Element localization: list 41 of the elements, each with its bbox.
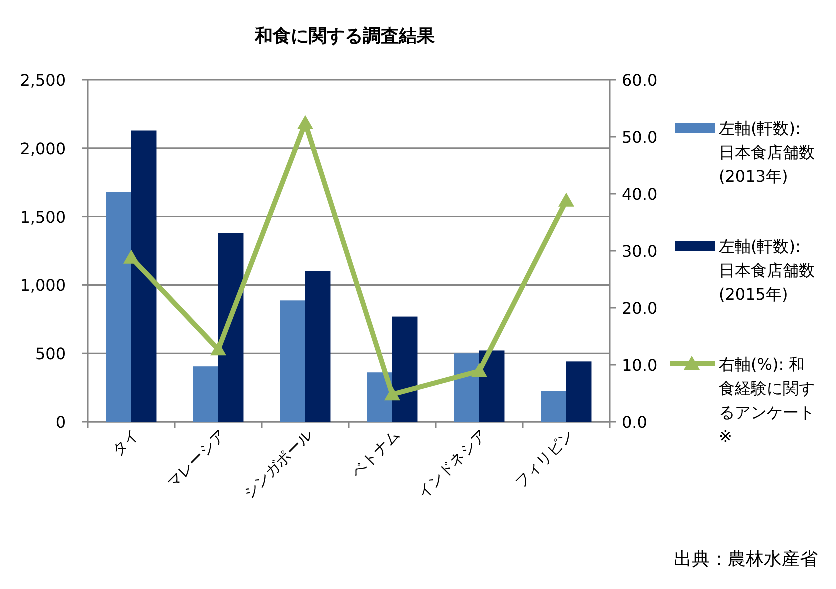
y2-tick-label: 0.0 — [622, 413, 648, 432]
bar — [132, 130, 157, 422]
x-tick-label: タイ — [108, 426, 142, 460]
point — [384, 386, 400, 401]
bar — [566, 362, 592, 422]
y2-tick-label: 60.0 — [622, 71, 658, 90]
legend-label: 右軸(%): 和食経験に関するアンケート※ — [719, 355, 815, 446]
y-tick-label: 0 — [56, 413, 66, 432]
chart-title: 和食に関する調査結果 — [254, 26, 436, 47]
x-tick-label: マレーシア — [164, 426, 230, 492]
point — [124, 250, 140, 264]
point — [558, 192, 574, 207]
bar — [480, 350, 505, 422]
x-tick-label: ベトナム — [348, 426, 404, 482]
source-note: 出典：農林水産省 — [674, 549, 818, 570]
y2-tick-label: 10.0 — [622, 356, 658, 375]
y-tick-label: 500 — [35, 344, 66, 364]
point — [298, 115, 314, 130]
bar — [392, 316, 418, 422]
bar — [218, 233, 244, 422]
y2-tick-label: 20.0 — [622, 299, 658, 318]
legend-label: 左軸(軒数): 日本食店舗数 (2013年) — [719, 119, 815, 186]
bar — [454, 354, 480, 422]
y2-tick-label: 40.0 — [622, 185, 658, 204]
legend-label: 左軸(軒数): 日本食店舗数 (2015年) — [719, 237, 815, 304]
y2-tick-label: 50.0 — [622, 128, 658, 147]
point — [210, 342, 226, 356]
bar — [106, 192, 132, 422]
x-tick-label: シンガポール — [240, 426, 316, 502]
y-tick-label: 2,000 — [20, 139, 66, 158]
y-tick-label: 1,500 — [20, 208, 66, 227]
bar — [193, 366, 218, 422]
bar — [280, 300, 306, 422]
y2-tick-label: 30.0 — [622, 242, 658, 261]
y-tick-label: 1,000 — [20, 276, 66, 296]
bar — [541, 391, 566, 422]
point — [472, 363, 488, 378]
x-tick-label: フィリピン — [512, 426, 578, 492]
bar — [306, 271, 331, 422]
y-tick-label: 2,500 — [20, 71, 66, 90]
x-tick-label: インドネシア — [414, 426, 490, 502]
